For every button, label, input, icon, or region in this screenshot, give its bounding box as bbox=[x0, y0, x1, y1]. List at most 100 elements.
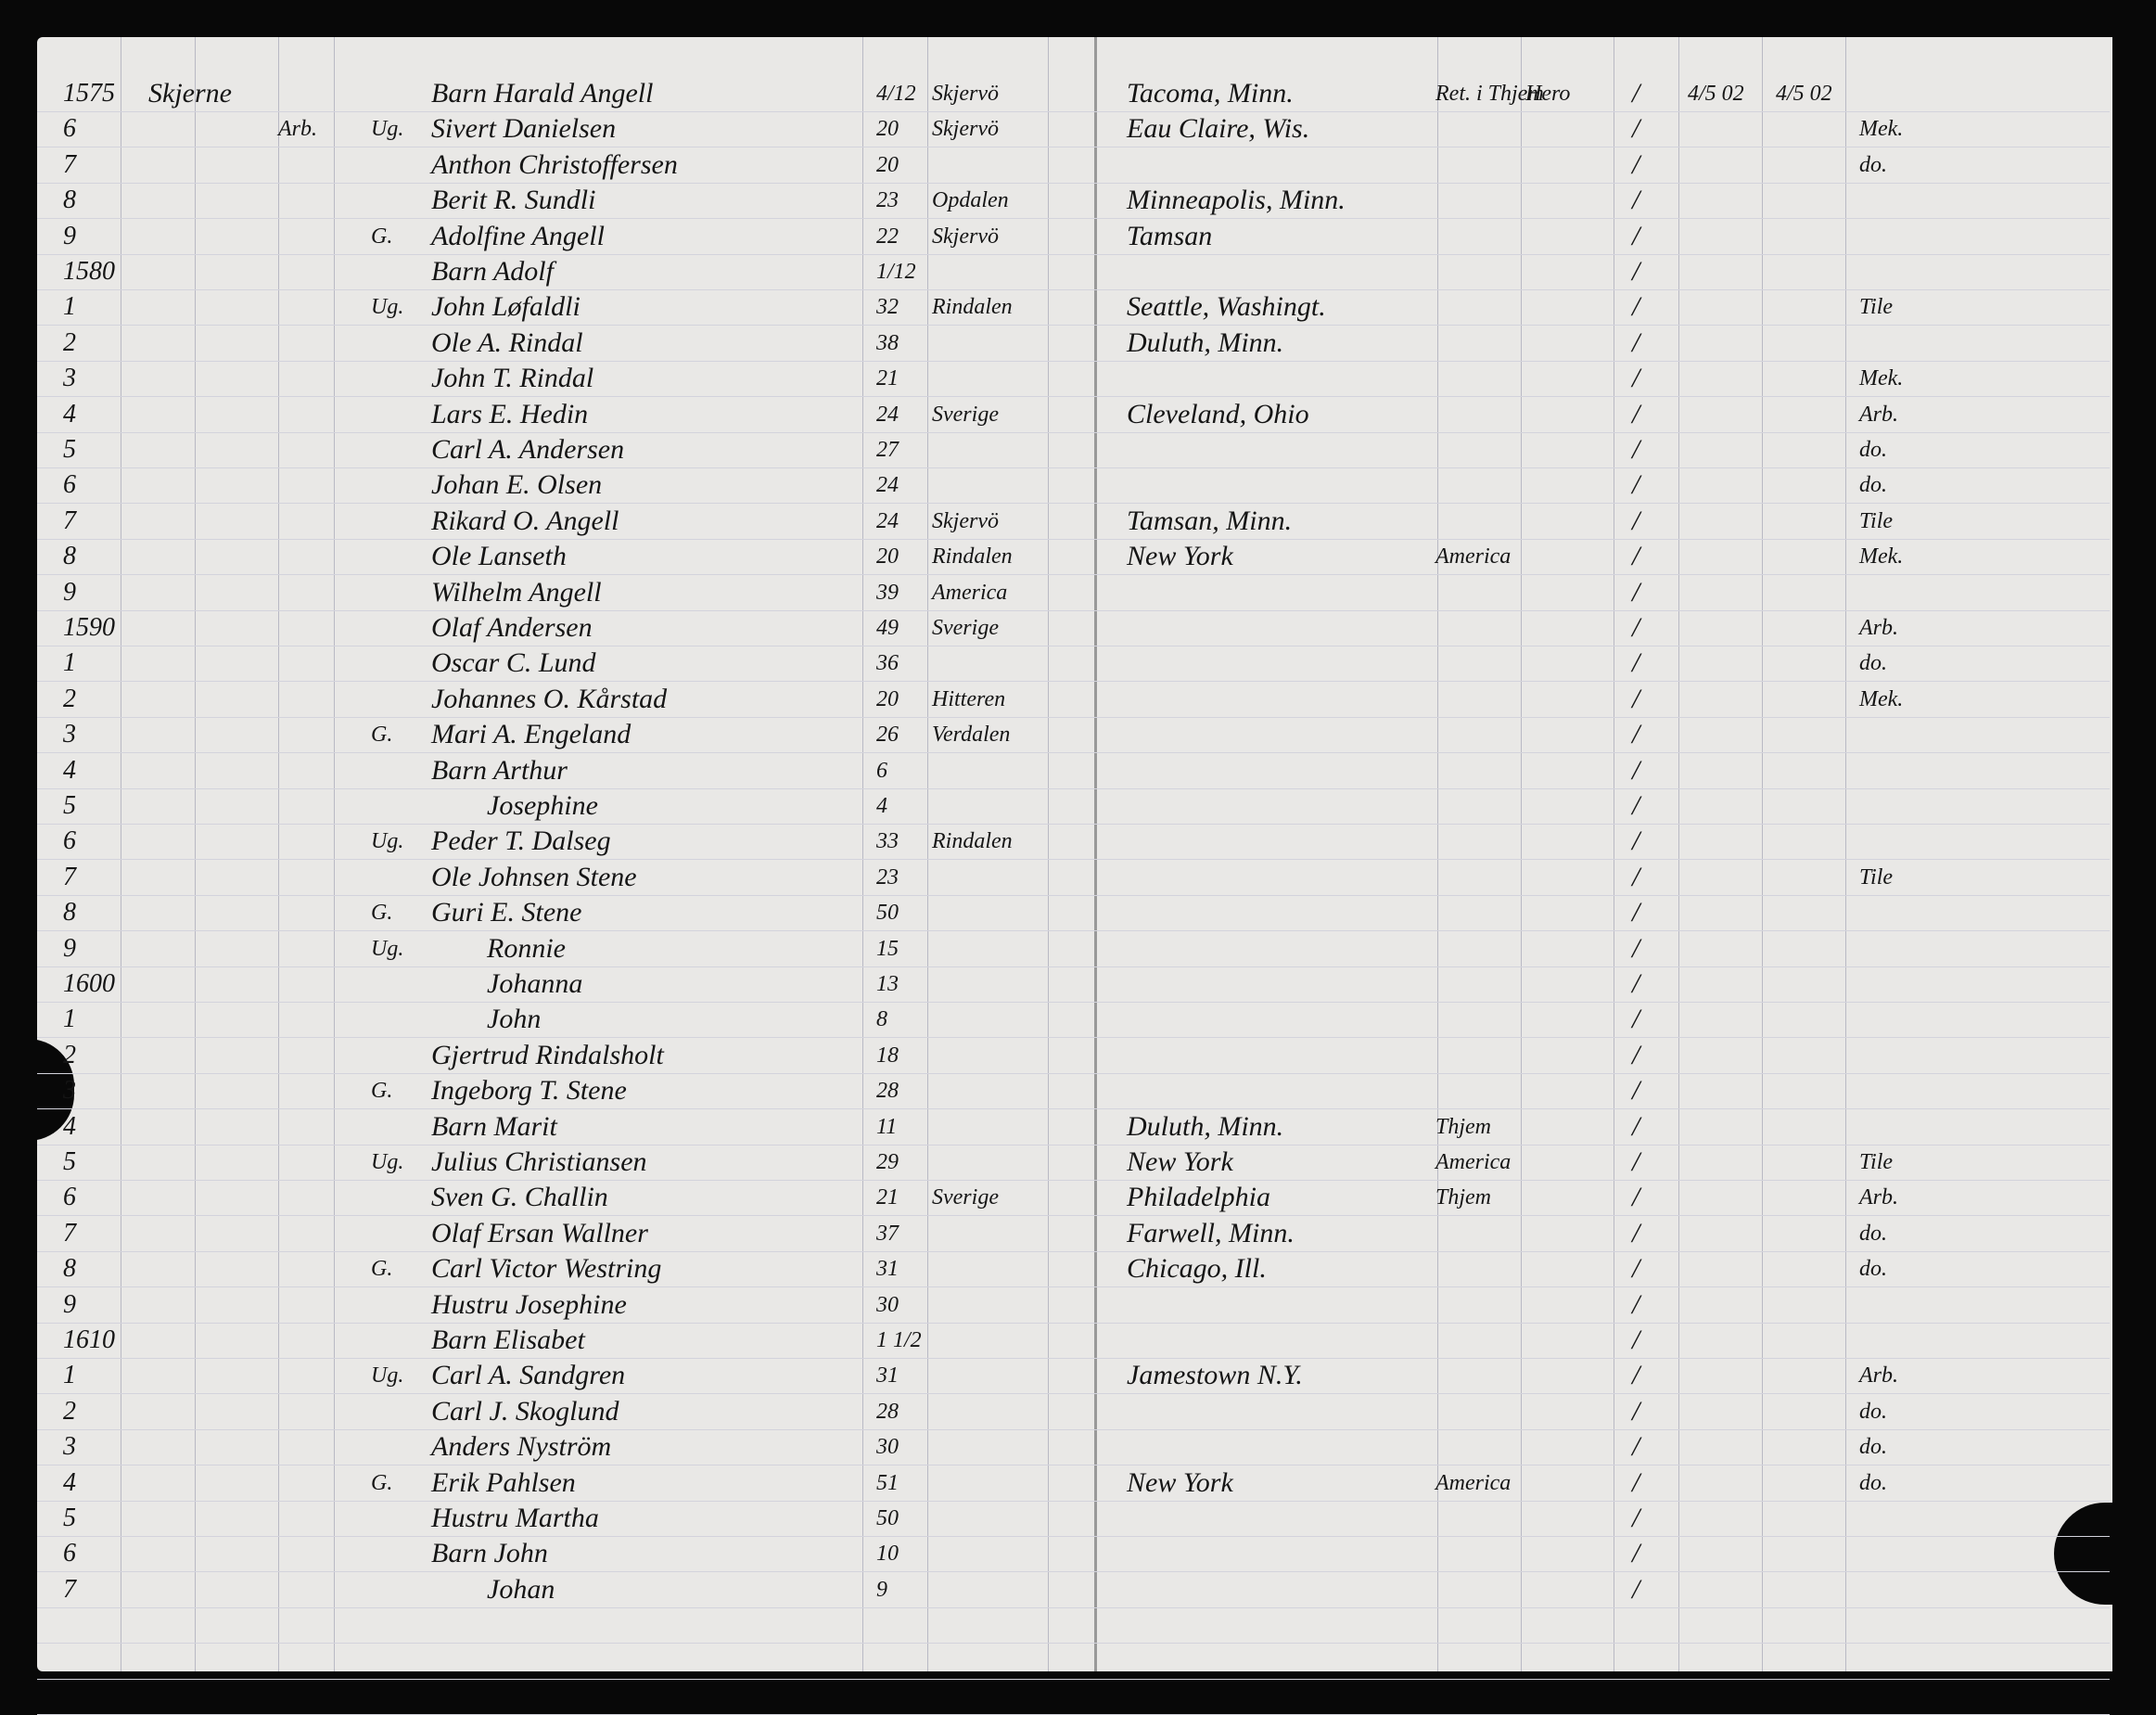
age-cell: 28 bbox=[876, 1399, 899, 1424]
no-cell: 4 bbox=[63, 1467, 76, 1497]
mark-cell: / bbox=[1632, 434, 1640, 465]
ticket-cell: America bbox=[1435, 1470, 1512, 1495]
age-cell: 4/12 bbox=[876, 82, 916, 106]
row-rule bbox=[37, 574, 2110, 576]
age-cell: 1 1/2 bbox=[876, 1328, 922, 1352]
no-cell: 6 bbox=[63, 826, 76, 856]
age-cell: 10 bbox=[876, 1542, 899, 1567]
name-cell: Barn Elisabet bbox=[431, 1325, 585, 1355]
mark-cell: / bbox=[1632, 790, 1640, 821]
name-cell: Mari A. Engeland bbox=[431, 719, 631, 750]
no-cell: 4 bbox=[63, 1111, 76, 1141]
name-cell: Johan E. Olsen bbox=[431, 469, 603, 501]
origin-cell: Hitteren bbox=[932, 686, 1006, 711]
name-cell: Guri E. Stene bbox=[431, 897, 582, 928]
age-cell: 21 bbox=[876, 1185, 899, 1210]
no-cell: 5 bbox=[63, 791, 76, 820]
note-cell: Mek. bbox=[1859, 544, 1904, 570]
name-cell: Barn Adolf bbox=[431, 256, 554, 287]
date-cell: 4/5 02 bbox=[1688, 82, 1744, 106]
mark-cell: / bbox=[1632, 647, 1640, 679]
name-cell: Oscar C. Lund bbox=[431, 647, 596, 679]
mark-cell: / bbox=[1632, 541, 1640, 572]
age-cell: 26 bbox=[876, 723, 899, 748]
name-cell: Ronnie bbox=[487, 932, 566, 964]
row-rule bbox=[37, 1643, 2110, 1645]
destination-cell: Duluth, Minn. bbox=[1127, 326, 1284, 358]
column-rule bbox=[1678, 37, 1679, 1671]
row-rule bbox=[37, 1322, 2110, 1324]
row-rule bbox=[37, 824, 2110, 825]
civil-cell: G. bbox=[371, 224, 393, 249]
mark-cell: / bbox=[1632, 968, 1640, 999]
destination-cell: Cleveland, Ohio bbox=[1127, 398, 1309, 429]
age-cell: 30 bbox=[876, 1292, 899, 1317]
age-cell: 20 bbox=[876, 686, 899, 711]
mark-cell: / bbox=[1632, 1110, 1640, 1142]
name-cell: Carl A. Sandgren bbox=[431, 1360, 626, 1391]
age-cell: 38 bbox=[876, 330, 899, 355]
mark-cell: / bbox=[1632, 826, 1640, 857]
mark-cell: / bbox=[1632, 1217, 1640, 1248]
note-cell: do. bbox=[1859, 438, 1887, 462]
civil-cell: Ug. bbox=[371, 1150, 404, 1174]
row-rule bbox=[37, 930, 2110, 932]
ticket-cell: Thjem bbox=[1435, 1185, 1491, 1210]
name-cell: Johanna bbox=[487, 968, 583, 999]
mark-cell: / bbox=[1632, 113, 1640, 145]
mark-cell: / bbox=[1632, 754, 1640, 786]
mark-cell: / bbox=[1632, 326, 1640, 358]
row-rule bbox=[37, 1002, 2110, 1003]
ship-cell: Hero bbox=[1525, 82, 1571, 106]
note-cell: Mek. bbox=[1859, 686, 1904, 711]
mark-cell: / bbox=[1632, 861, 1640, 892]
no-cell: 2 bbox=[63, 1040, 76, 1069]
name-cell: Barn Harald Angell bbox=[431, 78, 654, 109]
no-cell: 7 bbox=[63, 1218, 76, 1248]
age-cell: 15 bbox=[876, 936, 899, 961]
column-rule bbox=[1048, 37, 1049, 1671]
origin-cell: Sverige bbox=[932, 402, 999, 427]
destination-cell: Chicago, Ill. bbox=[1127, 1253, 1267, 1285]
origin-cell: Sverige bbox=[932, 1185, 999, 1210]
origin-cell: Skjervö bbox=[932, 117, 999, 142]
no-cell: 1 bbox=[63, 1361, 76, 1390]
age-cell: 20 bbox=[876, 152, 899, 177]
note-cell: do. bbox=[1859, 1221, 1887, 1246]
column-rule bbox=[1521, 37, 1522, 1671]
mark-cell: / bbox=[1632, 1075, 1640, 1107]
note-cell: do. bbox=[1859, 1470, 1887, 1495]
mark-cell: / bbox=[1632, 220, 1640, 251]
row-rule bbox=[37, 609, 2110, 611]
right-page bbox=[1094, 37, 2112, 1671]
mark-cell: / bbox=[1632, 612, 1640, 643]
age-cell: 4 bbox=[876, 794, 887, 818]
row-rule bbox=[37, 1571, 2110, 1573]
age-cell: 28 bbox=[876, 1079, 899, 1104]
mark-cell: / bbox=[1632, 185, 1640, 216]
no-cell: 1 bbox=[63, 292, 76, 322]
name-cell: Wilhelm Angell bbox=[431, 576, 602, 608]
age-cell: 31 bbox=[876, 1363, 899, 1389]
no-cell: 3 bbox=[63, 1076, 76, 1106]
origin-cell: Rindalen bbox=[932, 295, 1013, 320]
age-cell: 23 bbox=[876, 864, 899, 889]
no-cell: 1 bbox=[63, 1005, 76, 1034]
no-cell: 1590 bbox=[63, 613, 115, 642]
age-cell: 36 bbox=[876, 651, 899, 676]
destination-cell: Tamsan bbox=[1127, 220, 1213, 251]
origin-cell: Skjervö bbox=[932, 82, 999, 106]
row-rule bbox=[37, 111, 2110, 112]
no-cell: 5 bbox=[63, 435, 76, 464]
age-cell: 21 bbox=[876, 366, 899, 391]
ticket-cell: Ret. i Thjem bbox=[1435, 82, 1544, 106]
origin-cell: Opdalen bbox=[932, 188, 1009, 213]
age-cell: 20 bbox=[876, 117, 899, 142]
civil-cell: Ug. bbox=[371, 117, 404, 142]
name-cell: Josephine bbox=[487, 790, 598, 821]
row-rule bbox=[37, 396, 2110, 398]
civil-cell: G. bbox=[371, 723, 393, 748]
age-cell: 9 bbox=[876, 1577, 887, 1602]
age-cell: 31 bbox=[876, 1257, 899, 1282]
row-rule bbox=[37, 1286, 2110, 1288]
